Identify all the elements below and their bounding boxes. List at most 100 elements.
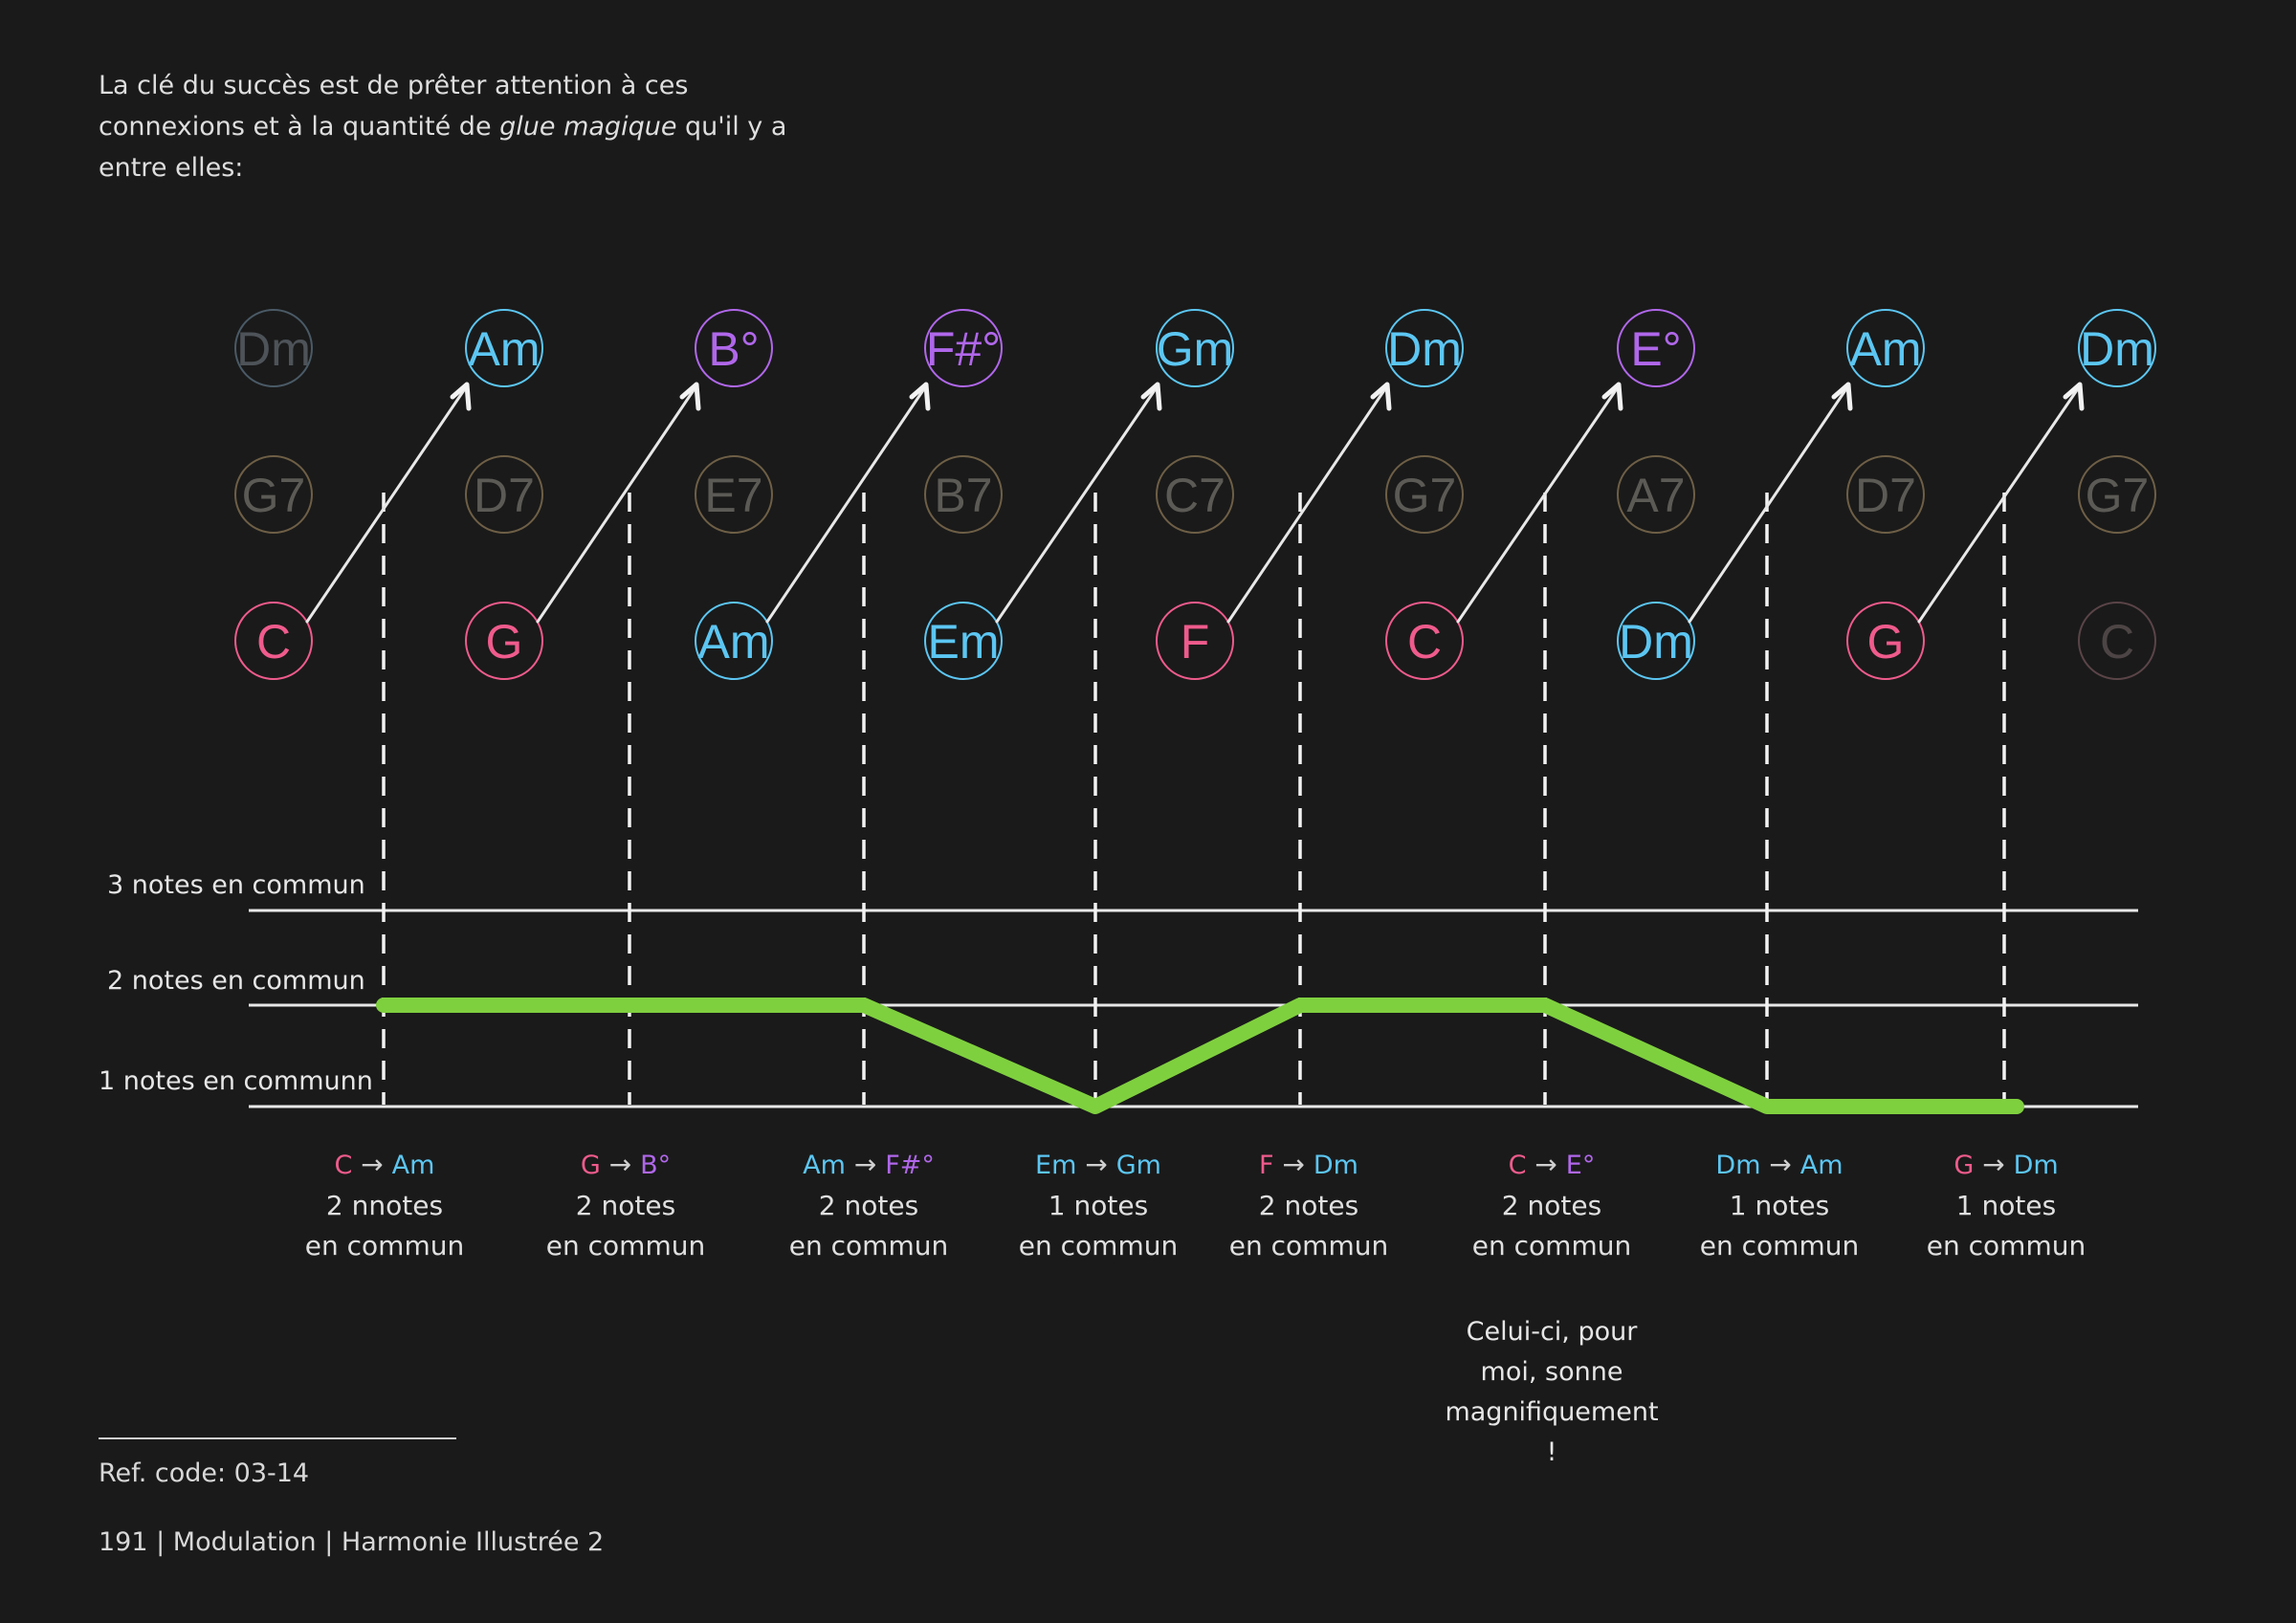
chord-circle: [924, 602, 1003, 680]
chord-circle: [924, 309, 1003, 387]
common-count: 2 notes: [1258, 1190, 1359, 1221]
transition-arrow: [1688, 385, 1849, 624]
common-notes-point: [1094, 1106, 1096, 1108]
chord-label: Dm: [2080, 322, 2154, 376]
common-notes-point: [1299, 1004, 1301, 1006]
transition-arrow: [536, 385, 697, 624]
to-chord: E°: [1565, 1151, 1596, 1180]
chord-circle: [2078, 455, 2156, 534]
comment-note: Celui-ci, pour moi, sonne magnifiquement…: [1445, 1317, 1659, 1467]
to-chord: B°: [640, 1151, 672, 1180]
transition-arrow: [1456, 385, 1620, 624]
chord-label: G: [1867, 615, 1905, 669]
chord-circle: [465, 602, 543, 680]
to-chord: Dm: [1313, 1151, 1358, 1180]
common-count: 1 notes: [1048, 1190, 1149, 1221]
to-chord: F#°: [885, 1151, 935, 1180]
chord-circle: [1617, 309, 1695, 387]
chord-label: G: [486, 615, 523, 669]
arrow-icon: →: [1282, 1149, 1305, 1180]
chord-label: D7: [1855, 469, 1916, 522]
arrowhead-icon: [2063, 382, 2085, 411]
common-notes-point: [629, 1004, 630, 1006]
chord-label: G7: [1393, 469, 1457, 522]
chord-label: Am: [698, 615, 770, 669]
to-chord: Gm: [1115, 1151, 1161, 1180]
level-label-3: 3 notes en commun: [107, 870, 365, 900]
from-chord: G: [580, 1151, 601, 1180]
arrow-icon: →: [361, 1149, 384, 1180]
common-label: en commun: [1699, 1230, 1860, 1261]
transition-caption: Am → F#° 2 notes en commun: [754, 1145, 983, 1266]
transition-chords: C → E°: [1437, 1145, 1667, 1186]
chord-circle: [1846, 455, 1925, 534]
common-count: 2 notes: [575, 1190, 676, 1221]
from-chord: G: [1954, 1151, 1975, 1180]
chord-label: F: [1181, 615, 1210, 669]
transition-arrow: [765, 385, 927, 624]
common-label: en commun: [1018, 1230, 1179, 1261]
arrowhead-icon: [679, 382, 701, 411]
transition-chords: C → Am: [270, 1145, 499, 1186]
chord-circle: [695, 455, 773, 534]
chord-label: Am: [1850, 322, 1922, 376]
transition-chords: Em → Gm: [983, 1145, 1213, 1186]
chord-label: Dm: [1619, 615, 1693, 669]
arrow-icon: →: [853, 1149, 877, 1180]
chord-label: B°: [708, 322, 759, 376]
chord-circle: [234, 455, 313, 534]
chord-label: F#°: [926, 322, 1001, 376]
chord-circle: [1846, 602, 1925, 680]
page-footer: 191 | Modulation | Harmonie Illustrée 2: [99, 1527, 605, 1557]
transition-chords: F → Dm: [1194, 1145, 1424, 1186]
chord-circle: [695, 309, 773, 387]
chord-circle: [1156, 602, 1234, 680]
from-chord: F: [1259, 1151, 1274, 1180]
chord-label: E°: [1630, 322, 1681, 376]
common-count: 2 notes: [1501, 1190, 1602, 1221]
common-label: en commun: [1228, 1230, 1389, 1261]
transition-arrow: [995, 385, 1159, 624]
from-chord: Em: [1035, 1151, 1077, 1180]
chord-label: Dm: [236, 322, 311, 376]
arrow-icon: →: [1534, 1149, 1557, 1180]
arrowhead-icon: [1831, 382, 1853, 411]
to-chord: Am: [1799, 1151, 1843, 1180]
chord-circle: [1156, 309, 1234, 387]
ref-code: Ref. code: 03-14: [99, 1459, 310, 1488]
common-notes-point: [383, 1004, 385, 1006]
chord-label: C: [256, 615, 291, 669]
divider: [99, 1437, 456, 1439]
common-label: en commun: [545, 1230, 706, 1261]
chord-label: Am: [469, 322, 541, 376]
arrowhead-icon: [1140, 382, 1162, 411]
chord-label: E7: [704, 469, 762, 522]
chord-label: Gm: [1157, 322, 1234, 376]
chord-circle: [2078, 602, 2156, 680]
chord-circle: [1385, 309, 1464, 387]
chord-label: C: [1407, 615, 1442, 669]
arrow-icon: →: [1982, 1149, 2005, 1180]
intro-italic: glue magique: [499, 112, 677, 142]
common-count: 2 notes: [818, 1190, 919, 1221]
transition-caption: Dm → Am 1 notes en commun: [1665, 1145, 1894, 1266]
chord-circle: [465, 455, 543, 534]
transition-chords: G → B°: [511, 1145, 740, 1186]
chord-circle: [1385, 455, 1464, 534]
common-notes-point: [1544, 1004, 1546, 1006]
common-notes-point: [863, 1004, 865, 1006]
chord-circle: [1846, 309, 1925, 387]
arrowhead-icon: [450, 382, 472, 411]
chord-label: A7: [1626, 469, 1685, 522]
intro-text: La clé du succès est de prêter attention…: [99, 65, 826, 188]
level-label-1: 1 notes en communn: [99, 1066, 373, 1096]
arrowhead-icon: [909, 382, 931, 411]
transition-arrow: [305, 385, 468, 624]
chord-circle: [2078, 309, 2156, 387]
chord-circle: [695, 602, 773, 680]
chord-label: Em: [928, 615, 1000, 669]
chord-label: C: [2100, 615, 2134, 669]
arrow-icon: →: [1085, 1149, 1108, 1180]
common-label: en commun: [1471, 1230, 1632, 1261]
transition-chords: G → Dm: [1891, 1145, 2121, 1186]
